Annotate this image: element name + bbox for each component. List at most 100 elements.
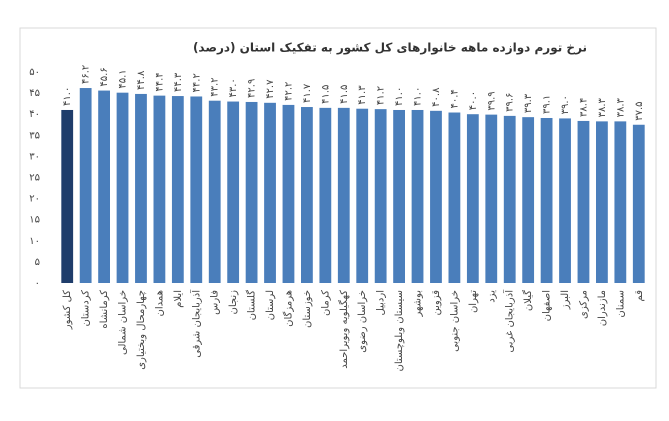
x-tick-label: مازندران [597, 290, 608, 326]
bar [190, 96, 203, 283]
x-tick-label: خوزستان [302, 290, 313, 328]
bar [264, 102, 276, 283]
x-tick-label: تهران [468, 290, 479, 313]
x-tick-label: کردستان [81, 290, 92, 327]
bar [282, 104, 295, 283]
bar [337, 107, 350, 284]
x-tick-label: هرمزگان [282, 290, 294, 327]
x-tick-label: خراسان شمالی [118, 290, 129, 355]
y-tick-label: ۴۵ [29, 88, 40, 99]
y-tick-label: ۱۵ [29, 215, 40, 226]
bar [393, 109, 405, 283]
data-label: ۴۵.۱ [118, 69, 129, 88]
chart-title: نرخ تورم دوازده ماهه خانوارهای کل کشور ب… [193, 41, 587, 56]
x-tick-label: البرز [560, 290, 571, 310]
bar [503, 115, 516, 283]
data-label: ۴۰.۰ [468, 91, 479, 110]
data-label: ۴۲.۹ [247, 79, 258, 98]
data-label: ۴۶.۲ [81, 65, 92, 84]
x-tick-label: زنجان [228, 290, 239, 315]
x-tick-label: سیستان وبلوچستان [394, 290, 405, 372]
data-label: ۳۹.۱ [542, 95, 553, 114]
x-tick-label: لرستان [265, 290, 276, 320]
data-label: ۴۳.۰ [228, 78, 239, 97]
y-tick-label: ۴۰ [29, 109, 40, 120]
data-label: ۳۷.۵ [634, 101, 645, 120]
data-label: ۴۰.۴ [449, 89, 460, 108]
y-tick-label: ۱۰ [29, 236, 40, 247]
bar [153, 95, 166, 283]
bar [171, 96, 184, 283]
x-tick-label: خراسان جنوبی [449, 290, 460, 352]
y-tick-label: ۵۰ [29, 67, 40, 78]
data-label: ۳۹.۶ [505, 93, 516, 112]
bar [614, 121, 627, 284]
bar [632, 124, 645, 283]
y-tick-label: ۳۵ [29, 130, 40, 141]
bar [61, 109, 74, 283]
x-tick-label: همدان [154, 290, 165, 316]
x-tick-label: قم [634, 290, 645, 302]
data-label: ۳۸.۳ [615, 97, 626, 117]
x-tick-label: اصفهان [542, 290, 553, 321]
bar [301, 107, 313, 283]
x-tick-label: کل کشور [62, 290, 73, 330]
bar [135, 93, 147, 283]
y-tick-label: ۵ [35, 257, 40, 268]
data-label: ۴۱.۰ [413, 87, 424, 106]
data-label: ۴۴.۸ [136, 70, 147, 90]
bar [98, 90, 110, 284]
bar [319, 107, 332, 284]
data-label: ۴۴.۲ [191, 73, 202, 92]
bar [208, 100, 221, 283]
bar [79, 88, 92, 283]
data-label: ۳۹.۰ [560, 95, 571, 114]
x-tick-label: کرمانشاه [99, 290, 110, 329]
data-label: ۴۴.۳ [173, 72, 184, 92]
x-tick-label: آذربایجان غربی [503, 289, 516, 353]
bar [466, 114, 479, 283]
data-label: ۴۱.۵ [320, 85, 331, 104]
bar [430, 110, 442, 283]
data-label: ۴۱.۵ [339, 85, 350, 104]
data-label: ۴۴.۴ [154, 72, 165, 91]
data-label: ۳۸.۴ [578, 98, 589, 117]
x-tick-label: گیلان [522, 290, 534, 311]
bar [522, 117, 535, 284]
data-label: ۳۸.۳ [597, 97, 608, 117]
y-tick-label: ۲۰ [29, 194, 40, 205]
x-tick-label: فارس [210, 290, 221, 315]
data-label: ۴۱.۰ [62, 87, 73, 106]
x-tick-label: یزد [486, 290, 497, 303]
x-tick-label: خراسان رضوی [357, 290, 368, 353]
x-tick-label: بوشهر [413, 290, 424, 317]
x-tick-label: مرکزی [578, 290, 589, 319]
y-tick-label: ۳۰ [29, 151, 40, 162]
y-tick-label: ۰ [35, 278, 40, 289]
x-tick-label: گلستان [246, 290, 258, 321]
data-label: ۴۱.۲ [376, 86, 387, 105]
data-label: ۴۵.۶ [99, 67, 110, 86]
bar [245, 101, 258, 283]
data-label: ۴۱.۳ [357, 85, 368, 105]
bar [356, 108, 369, 284]
bar [374, 109, 387, 283]
x-tick-label: ایلام [173, 290, 184, 308]
bar [116, 92, 129, 283]
x-tick-label: آذربایجان شرقی [189, 289, 202, 358]
bar [411, 109, 424, 283]
x-tick-label: اردبیل [376, 290, 387, 315]
data-label: ۴۱.۷ [302, 83, 313, 103]
data-label: ۴۰.۸ [431, 87, 442, 107]
x-tick-label: کرمان [320, 290, 331, 316]
bar [540, 117, 553, 283]
bar [227, 101, 240, 283]
data-label: ۴۳.۲ [210, 77, 221, 96]
x-tick-label: کهگیلویه وبویراحمد [338, 290, 350, 369]
bar [485, 114, 498, 283]
data-label: ۴۱.۰ [394, 87, 405, 106]
bar [596, 121, 608, 284]
bar [448, 112, 461, 284]
y-tick-label: ۲۵ [29, 173, 40, 184]
